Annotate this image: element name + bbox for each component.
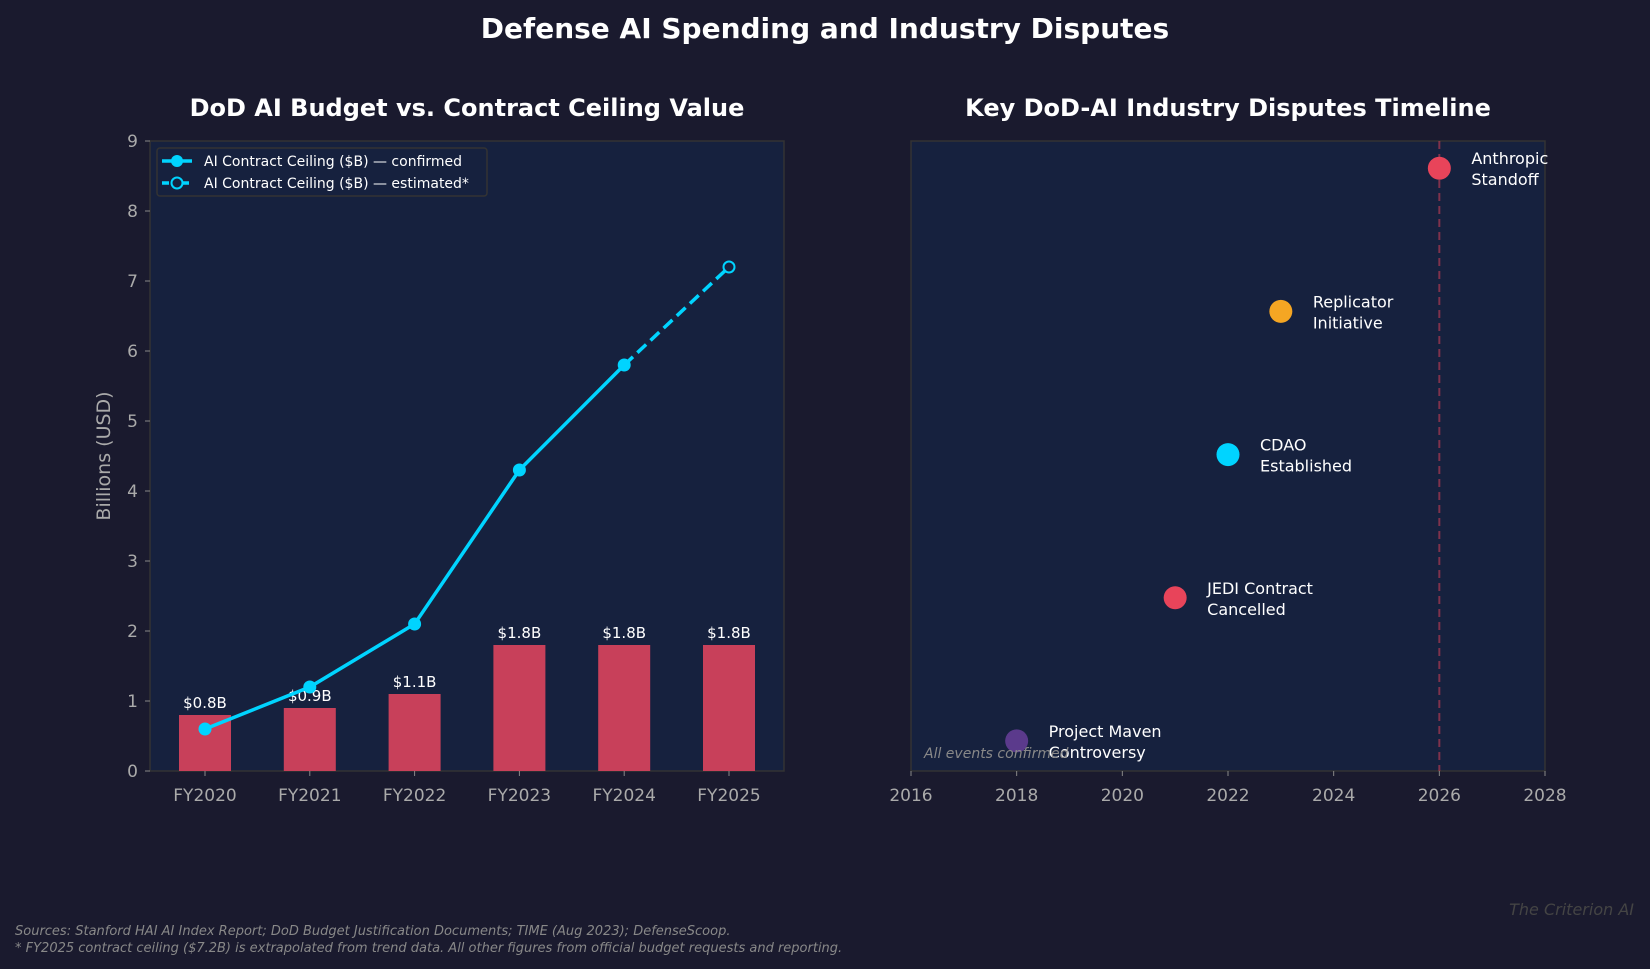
y-tick-label: 4 (127, 482, 138, 502)
event-label: CDAO (1260, 436, 1306, 455)
confirmed-point (617, 358, 631, 372)
y-tick-label: 3 (127, 552, 138, 572)
event-label: Anthropic (1471, 149, 1548, 168)
x-tick-label: 2018 (995, 786, 1038, 806)
confirmed-point (408, 617, 422, 631)
estimated-point (722, 260, 736, 274)
budget-bar (493, 645, 546, 771)
left-chart-title: DoD AI Budget vs. Contract Ceiling Value (190, 94, 745, 122)
left-y-label: Billions (USD) (93, 391, 115, 520)
bar-value-label: $1.1B (393, 673, 437, 691)
legend-box (156, 147, 488, 197)
left-axes-bg (149, 140, 785, 772)
confirmed-point (198, 722, 212, 736)
event-label: JEDI Contract (1206, 579, 1313, 598)
right-chart: Key DoD-AI Industry Disputes Timeline 20… (889, 94, 1566, 806)
bar-value-label: $1.8B (602, 624, 646, 642)
watermark: The Criterion AI (1509, 900, 1634, 919)
x-tick-label: 2020 (1101, 786, 1144, 806)
budget-bar (703, 645, 755, 771)
event-label: Cancelled (1207, 600, 1286, 619)
legend-estimated-marker (170, 176, 184, 190)
budget-bar (283, 708, 336, 771)
event-point (1163, 586, 1187, 610)
y-tick-label: 2 (127, 622, 138, 642)
legend-confirmed-marker (171, 155, 183, 167)
legend-confirmed-label: AI Contract Ceiling ($B) — confirmed (204, 154, 462, 170)
right-chart-title: Key DoD-AI Industry Disputes Timeline (965, 94, 1491, 122)
event-label: Replicator (1313, 292, 1394, 311)
event-label: Standoff (1471, 170, 1539, 189)
x-tick-label: FY2024 (592, 786, 655, 806)
y-tick-label: 6 (127, 342, 138, 362)
confirmed-point (303, 680, 317, 694)
x-tick-label: 2022 (1206, 786, 1249, 806)
x-tick-label: 2028 (1523, 786, 1566, 806)
y-tick-label: 9 (127, 132, 138, 152)
event-label: Initiative (1313, 313, 1383, 332)
bar-value-label: $0.8B (183, 694, 227, 712)
bar-value-label: $1.8B (498, 624, 542, 642)
footer-note: * FY2025 contract ceiling ($7.2B) is ext… (15, 941, 842, 956)
event-point (1269, 299, 1293, 323)
y-tick-label: 8 (127, 202, 138, 222)
budget-bar (598, 645, 651, 771)
estimated-line (623, 265, 731, 367)
x-tick-label: 2026 (1418, 786, 1461, 806)
x-tick-label: FY2020 (173, 786, 236, 806)
x-tick-label: FY2025 (697, 786, 760, 806)
event-label: Controversy (1049, 743, 1146, 762)
event-label: Project Maven (1049, 722, 1162, 741)
event-label: Established (1260, 457, 1352, 476)
left-chart: DoD AI Budget vs. Contract Ceiling Value… (93, 94, 785, 806)
legend-estimated-label: AI Contract Ceiling ($B) — estimated* (204, 176, 469, 192)
y-tick-label: 7 (127, 272, 138, 292)
event-point (1216, 443, 1240, 467)
confirmed-point (512, 463, 526, 477)
y-tick-label: 1 (127, 692, 138, 712)
budget-bar (388, 694, 441, 771)
y-tick-label: 0 (127, 762, 138, 782)
y-tick-label: 5 (127, 412, 138, 432)
annotation-all-events-confirmed: All events confirmed (923, 746, 1069, 762)
legend: AI Contract Ceiling ($B) — confirmed AI … (156, 147, 488, 197)
event-point (1005, 729, 1029, 753)
x-tick-label: 2024 (1312, 786, 1355, 806)
figure-title: Defense AI Spending and Industry Dispute… (481, 12, 1169, 45)
x-tick-label: FY2022 (383, 786, 446, 806)
x-tick-label: FY2021 (278, 786, 341, 806)
bar-value-label: $1.8B (707, 624, 751, 642)
x-tick-label: 2016 (889, 786, 932, 806)
event-point (1427, 156, 1451, 180)
footer-sources: Sources: Stanford HAI AI Index Report; D… (15, 924, 730, 939)
x-tick-label: FY2023 (488, 786, 551, 806)
